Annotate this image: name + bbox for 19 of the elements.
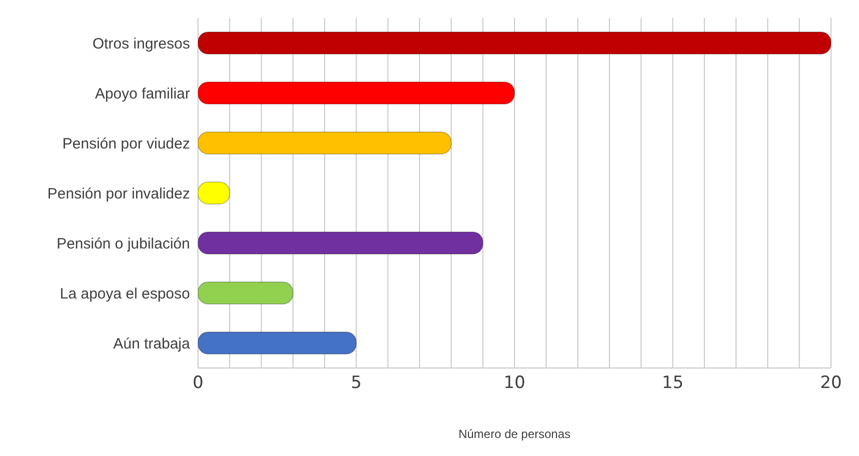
y-tick-label: Aún trabaja (113, 335, 191, 352)
y-tick-label: Pensión por viudez (62, 135, 190, 152)
y-tick-label: Otros ingresos (92, 35, 190, 52)
y-tick-label: Pensión por invalidez (47, 185, 190, 202)
x-tick-label: 10 (504, 373, 526, 394)
bar (198, 32, 831, 54)
bar (198, 332, 357, 354)
bar (198, 82, 515, 104)
x-tick-label: 0 (192, 373, 204, 394)
y-tick-label: La apoya el esposo (60, 285, 190, 302)
bar (198, 282, 294, 304)
x-tick-label: 15 (662, 373, 684, 394)
bar (198, 132, 452, 154)
x-axis-title: Número de personas (458, 427, 571, 441)
x-tick-label: 5 (350, 373, 362, 394)
x-tick-label: 20 (820, 373, 842, 394)
y-tick-label: Apoyo familiar (94, 85, 190, 102)
y-tick-label: Pensión o jubilación (56, 235, 190, 252)
bar (198, 232, 484, 254)
